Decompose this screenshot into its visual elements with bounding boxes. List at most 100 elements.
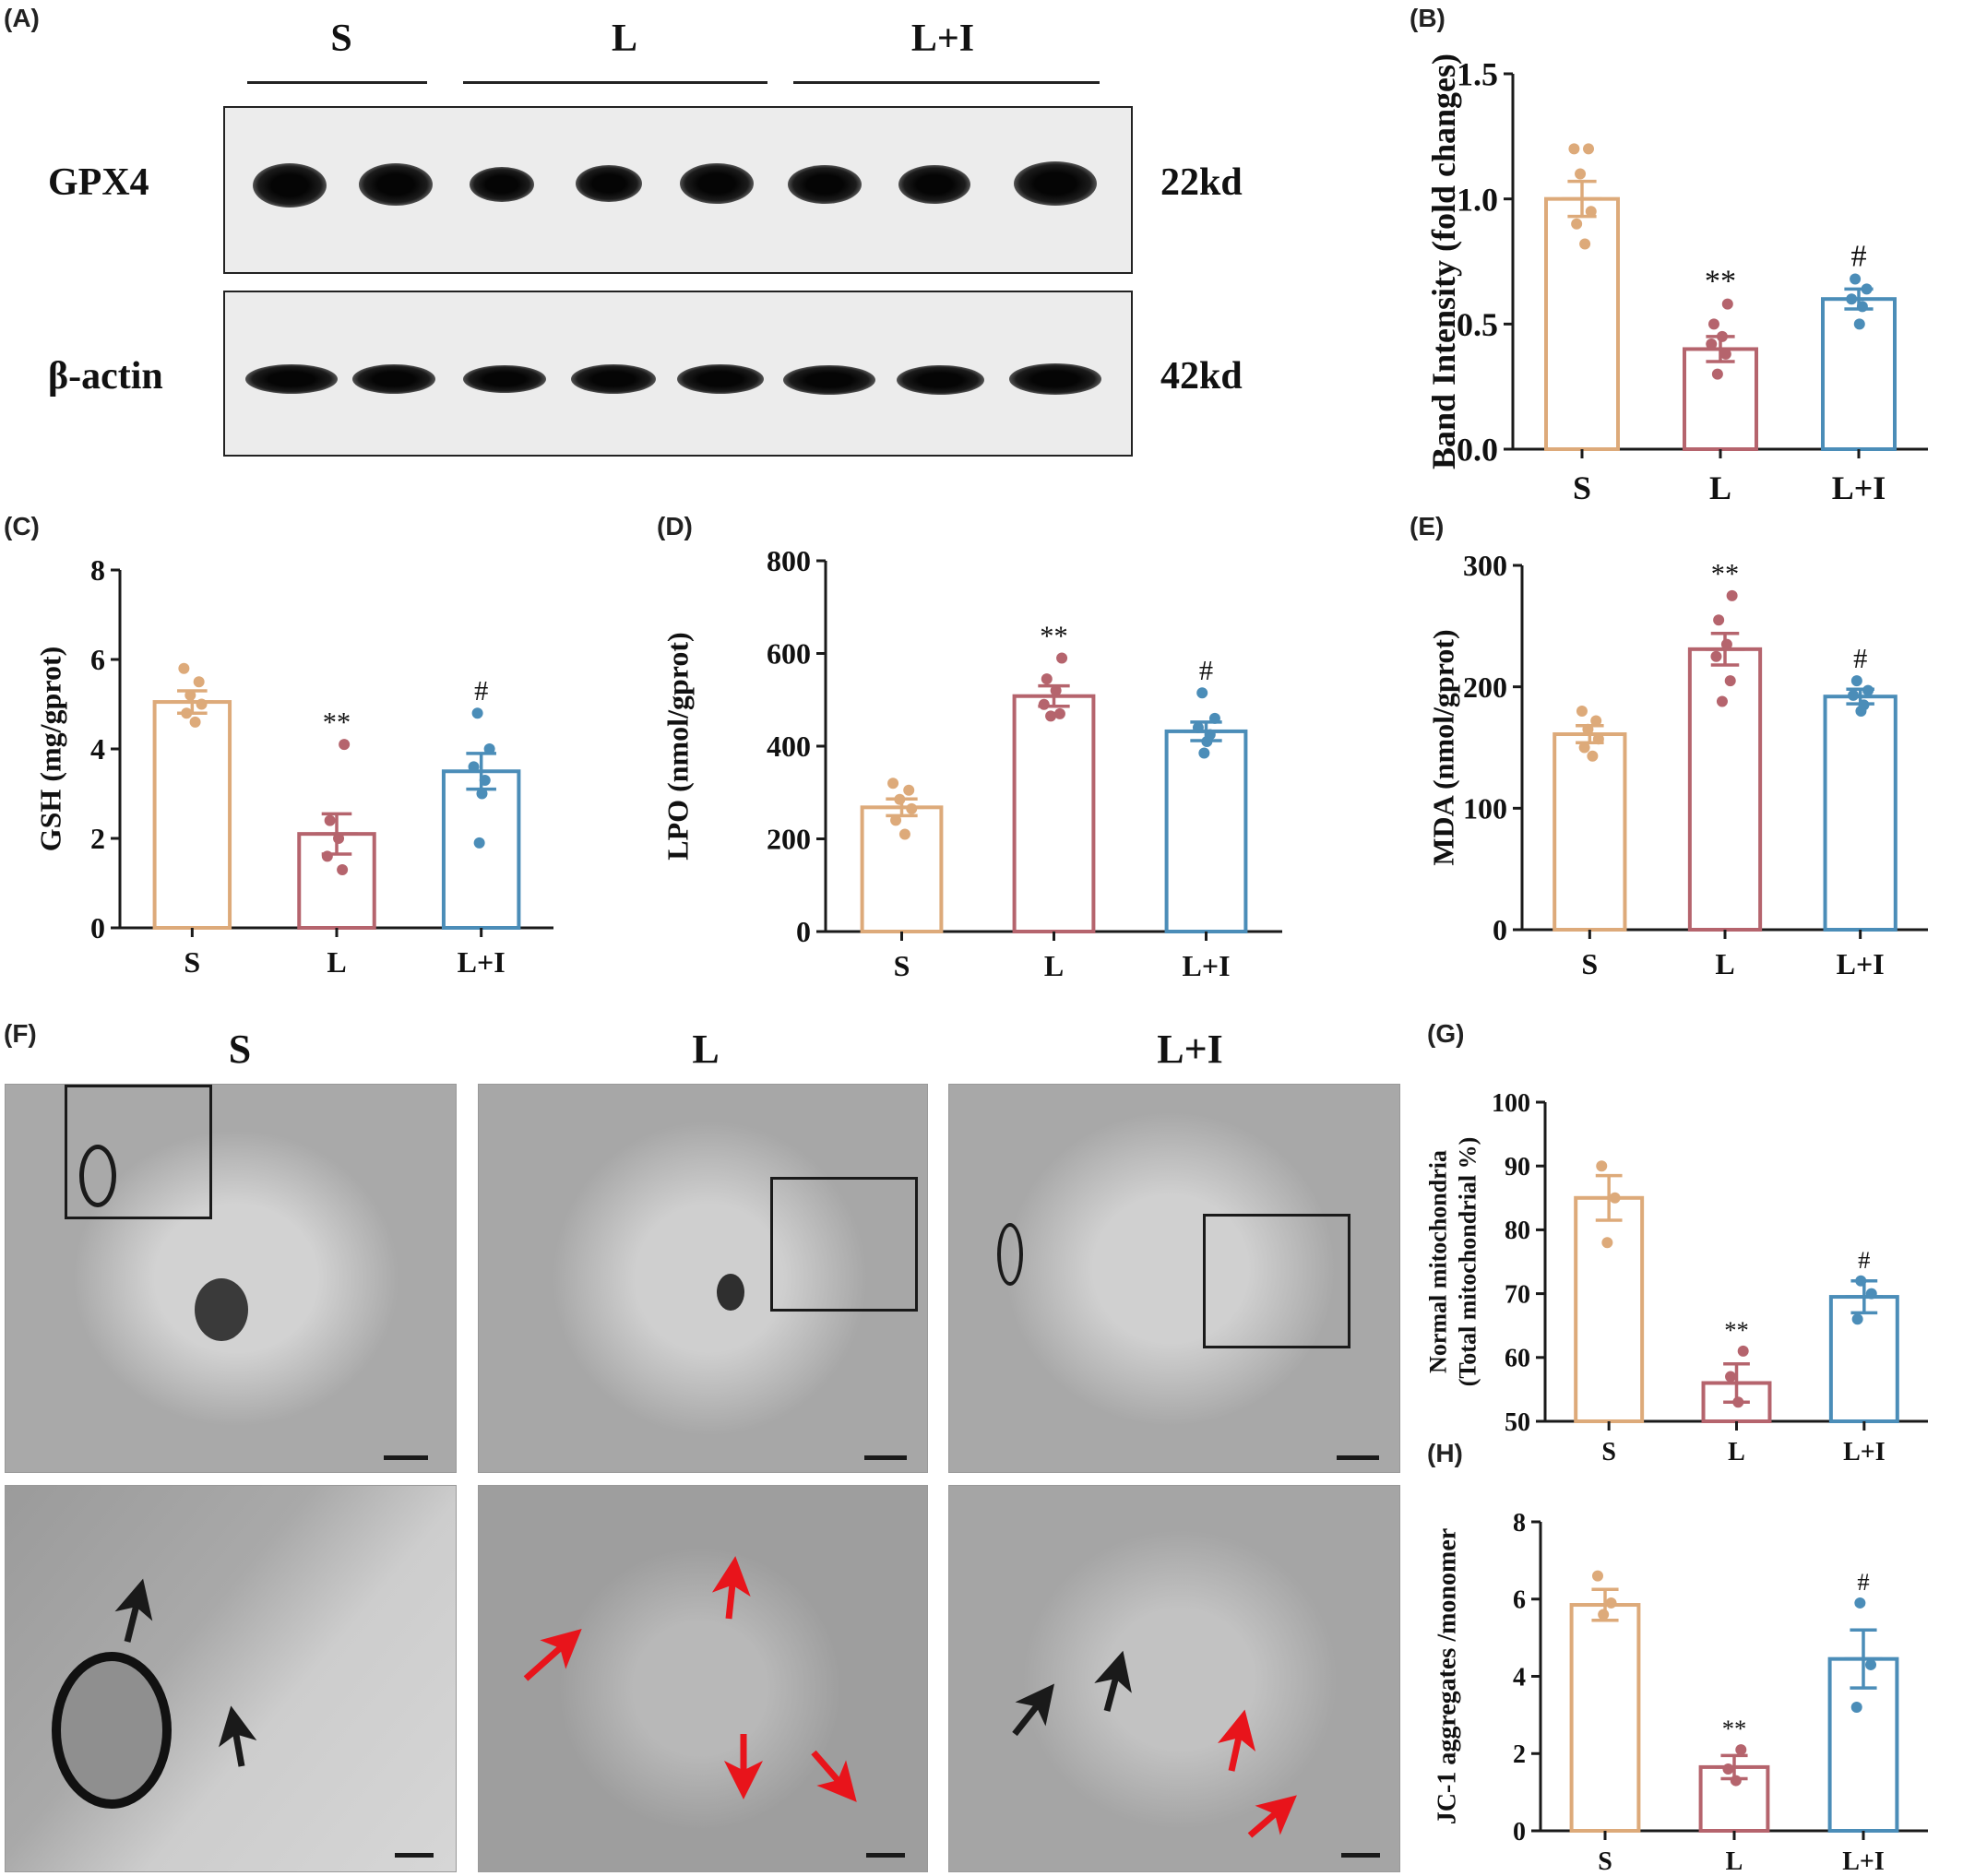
- data-point: [193, 676, 205, 688]
- x-tick-label: L: [1715, 947, 1734, 980]
- data-point: [1710, 650, 1722, 662]
- x-tick-label: S: [894, 949, 910, 982]
- y-tick-label: 1.5: [1457, 56, 1498, 93]
- black-arrow: [114, 1578, 153, 1643]
- data-point: [339, 739, 351, 751]
- red-arrow: [811, 1750, 857, 1802]
- y-tick-label: 200: [767, 823, 811, 856]
- data-point: [890, 814, 902, 826]
- zoom-inset-box: [770, 1177, 918, 1312]
- blot-group-title-l: L: [611, 18, 637, 60]
- y-tick-label: 0: [1513, 1818, 1526, 1846]
- y-tick-label: 60: [1505, 1345, 1530, 1373]
- x-tick-label: L+I: [1842, 1847, 1885, 1876]
- data-point: [1850, 1702, 1862, 1713]
- significance-mark: #: [1850, 239, 1866, 273]
- black-arrow: [1012, 1683, 1055, 1737]
- x-tick-label: L+I: [1832, 469, 1886, 506]
- data-point: [1730, 1775, 1742, 1787]
- data-point: [196, 698, 208, 710]
- gpx4-band: [576, 165, 642, 202]
- data-point: [1737, 1345, 1749, 1357]
- data-point: [1208, 712, 1220, 724]
- data-point: [184, 689, 196, 701]
- data-point: [1592, 733, 1604, 745]
- data-point: [1571, 218, 1583, 230]
- data-point: [1582, 723, 1594, 735]
- significance-mark: #: [474, 675, 488, 706]
- data-point: [1041, 673, 1053, 685]
- y-tick-label: 80: [1505, 1217, 1530, 1245]
- x-tick-label: L+I: [1843, 1438, 1886, 1466]
- significance-mark: **: [1705, 265, 1736, 299]
- y-tick-label: 6: [90, 643, 105, 676]
- data-point: [473, 837, 485, 849]
- actin-band: [245, 364, 338, 394]
- scale-bar: [1337, 1455, 1379, 1460]
- x-tick-label: L+I: [1182, 949, 1230, 982]
- blot-group-line-s: [247, 81, 427, 84]
- data-point: [1865, 1658, 1877, 1670]
- data-point: [894, 793, 906, 805]
- panel-label-b: (B): [1410, 4, 1445, 32]
- x-tick-label: L+I: [458, 945, 506, 979]
- data-point: [1706, 338, 1718, 350]
- em-image-li-high: [948, 1485, 1400, 1872]
- y-tick-label: 800: [767, 544, 811, 577]
- data-point: [1850, 675, 1862, 687]
- significance-mark: #: [1853, 643, 1867, 674]
- data-point: [479, 774, 491, 786]
- data-point: [178, 662, 190, 674]
- data-point: [189, 716, 201, 728]
- x-tick-label: L: [1728, 1438, 1745, 1466]
- data-point: [903, 784, 915, 796]
- myelin-ring: [79, 1145, 116, 1207]
- data-point: [1192, 721, 1204, 733]
- data-point: [1596, 1160, 1608, 1172]
- gpx4-band: [788, 165, 862, 204]
- data-point: [1713, 614, 1725, 626]
- data-point: [1854, 1597, 1866, 1609]
- data-point: [1716, 695, 1728, 707]
- em-title-l: L: [692, 1027, 720, 1072]
- data-point: [476, 788, 488, 800]
- data-point: [1605, 1597, 1617, 1609]
- data-point: [337, 863, 349, 875]
- panel-label-f: (F): [4, 1019, 37, 1048]
- panel-label-d: (D): [657, 512, 693, 540]
- data-point: [1735, 1744, 1747, 1756]
- gpx4-band: [1014, 161, 1097, 206]
- significance-mark: **: [1722, 1715, 1747, 1742]
- data-point: [1861, 283, 1873, 295]
- gpx4-band: [253, 163, 327, 208]
- y-tick-label: 1.0: [1457, 181, 1498, 218]
- actin-band: [897, 365, 984, 395]
- gpx4-band: [359, 163, 433, 206]
- panel-label-e: (E): [1410, 512, 1445, 540]
- data-point: [1568, 143, 1580, 155]
- actin-band: [1009, 363, 1101, 395]
- blot-group-title-li: L+I: [910, 18, 975, 60]
- gpx4-band: [898, 165, 970, 204]
- actin-band: [352, 364, 435, 394]
- x-tick-label: S: [1573, 469, 1591, 506]
- data-point: [1855, 706, 1867, 717]
- x-tick-label: L: [327, 945, 346, 979]
- data-point: [1583, 143, 1595, 155]
- x-tick-label: S: [1601, 1438, 1616, 1466]
- data-point: [1721, 298, 1733, 310]
- actin-band: [677, 364, 764, 394]
- blot-group-line-l: [463, 81, 767, 84]
- scale-bar: [384, 1455, 428, 1460]
- x-tick-label: S: [1581, 947, 1598, 980]
- y-tick-label: 4: [1513, 1663, 1526, 1692]
- data-point: [321, 850, 333, 862]
- data-point: [1732, 1396, 1744, 1408]
- black-arrow: [1094, 1650, 1132, 1712]
- scale-bar: [395, 1853, 434, 1858]
- data-point: [1848, 689, 1860, 701]
- scale-bar: [864, 1455, 907, 1460]
